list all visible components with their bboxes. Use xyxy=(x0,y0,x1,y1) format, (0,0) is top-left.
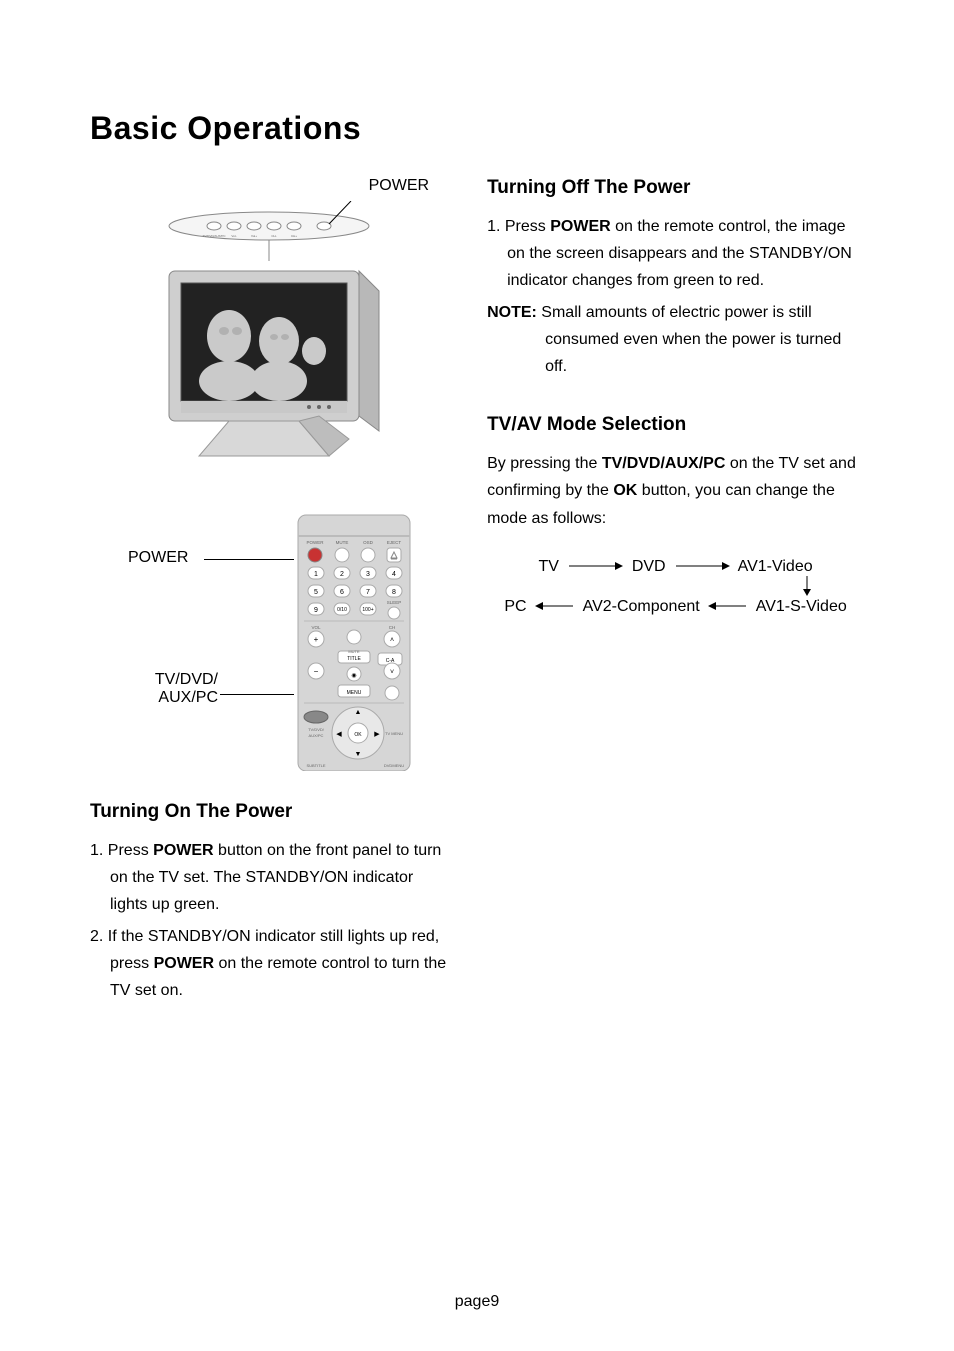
svg-text:−: − xyxy=(314,667,319,676)
arrow-left-icon xyxy=(708,601,748,611)
note-paragraph: NOTE: Small amounts of electric power is… xyxy=(487,299,864,381)
item-text: Press xyxy=(108,842,153,859)
svg-text:MUTE: MUTE xyxy=(336,540,349,545)
svg-text:6: 6 xyxy=(340,589,344,596)
remote-figure: POWER TV/DVD/ AUX/PC POWER MUTE OSD EJEC… xyxy=(90,511,447,771)
svg-text:100+: 100+ xyxy=(362,607,373,613)
callout-text: AUX/PC xyxy=(158,689,218,706)
bold-keyword: POWER xyxy=(153,842,213,859)
svg-text:MENU: MENU xyxy=(347,690,362,696)
svg-text:TITLE: TITLE xyxy=(347,656,361,662)
svg-text:OSD: OSD xyxy=(363,540,374,545)
cycle-node: AV1-Video xyxy=(738,558,813,575)
bold-keyword: OK xyxy=(613,482,637,499)
svg-text:4: 4 xyxy=(392,571,396,578)
turn-off-list: 1. Press POWER on the remote control, th… xyxy=(487,213,864,295)
svg-text:MUTE: MUTE xyxy=(348,649,360,654)
svg-text:7: 7 xyxy=(366,589,370,596)
item-number: 1. xyxy=(487,218,500,235)
svg-text:3: 3 xyxy=(366,571,370,578)
cycle-row-top: TV DVD AV1-Video xyxy=(487,558,864,576)
svg-text:OK: OK xyxy=(354,732,362,738)
svg-text:TV/DVD/AUX/PC: TV/DVD/AUX/PC xyxy=(202,234,226,238)
cycle-node: TV xyxy=(538,558,558,575)
svg-text:EJECT: EJECT xyxy=(387,540,402,545)
cycle-node: PC xyxy=(504,598,526,615)
svg-text:CH-: CH- xyxy=(271,234,276,238)
svg-text:CH+: CH+ xyxy=(290,234,296,238)
svg-text:SUBTITLE: SUBTITLE xyxy=(306,763,325,768)
svg-text:▶: ▶ xyxy=(374,731,380,738)
bold-keyword: POWER xyxy=(154,955,214,972)
svg-text:5: 5 xyxy=(314,589,318,596)
list-item: 1. Press POWER button on the front panel… xyxy=(90,837,447,919)
svg-text:Vol-: Vol- xyxy=(231,234,236,238)
svg-text:8: 8 xyxy=(392,589,396,596)
svg-text:0/10: 0/10 xyxy=(337,607,347,613)
svg-text:▲: ▲ xyxy=(355,709,362,716)
svg-text:◉: ◉ xyxy=(351,673,356,679)
tv-illustration: TV/DVD/AUX/PC Vol- Vol+ CH- CH+ xyxy=(119,201,419,471)
svg-text:˅: ˅ xyxy=(390,669,394,676)
svg-text:AUX/PC: AUX/PC xyxy=(309,733,324,738)
power-callout-top: POWER xyxy=(90,177,447,195)
svg-text:TV/DVD/: TV/DVD/ xyxy=(308,727,325,732)
arrow-right-icon xyxy=(567,561,623,571)
svg-text:▼: ▼ xyxy=(355,751,362,758)
callout-line xyxy=(204,559,294,560)
svg-text:TV MENU: TV MENU xyxy=(385,731,403,736)
section-heading-mode: TV/AV Mode Selection xyxy=(487,414,864,436)
section-heading-turn-off: Turning Off The Power xyxy=(487,177,864,199)
svg-text:1: 1 xyxy=(314,571,318,578)
list-item: 1. Press POWER on the remote control, th… xyxy=(487,213,864,295)
arrow-down-icon xyxy=(802,576,812,596)
remote-mode-callout: TV/DVD/ AUX/PC xyxy=(128,671,218,707)
note-text: Small amounts of electric power is still… xyxy=(537,304,841,375)
page-title: Basic Operations xyxy=(90,110,864,147)
section-heading-turn-on: Turning On The Power xyxy=(90,801,447,823)
mode-intro: By pressing the TV/DVD/AUX/PC on the TV … xyxy=(487,450,864,532)
svg-text:SLEEP: SLEEP xyxy=(387,600,402,605)
svg-text:DVDMENU: DVDMENU xyxy=(384,763,404,768)
list-item: 2. If the STANDBY/ON indicator still lig… xyxy=(90,923,447,1005)
turn-on-list: 1. Press POWER button on the front panel… xyxy=(90,837,447,1004)
bold-keyword: TV/DVD/AUX/PC xyxy=(602,455,726,472)
item-number: 1. xyxy=(90,842,103,859)
cycle-node: AV2-Component xyxy=(583,598,700,615)
item-text: Press xyxy=(505,218,550,235)
svg-text:9: 9 xyxy=(314,607,318,614)
svg-text:+: + xyxy=(314,635,319,644)
intro-text: By pressing the xyxy=(487,455,602,472)
note-label: NOTE: xyxy=(487,304,537,321)
page-number: page9 xyxy=(0,1293,954,1311)
bold-keyword: POWER xyxy=(550,218,610,235)
tv-figure: POWER TV/DVD/AUX/PC Vol- Vol+ CH- CH+ xyxy=(90,177,447,471)
svg-text:2: 2 xyxy=(340,571,344,578)
svg-text:VOL: VOL xyxy=(311,625,321,630)
svg-text:CH: CH xyxy=(389,625,396,630)
cycle-row-bottom: PC AV2-Component AV1-S-Video xyxy=(487,598,864,616)
item-number: 2. xyxy=(90,928,103,945)
callout-text: TV/DVD/ xyxy=(155,671,218,688)
svg-text:POWER: POWER xyxy=(306,540,324,545)
cycle-node: DVD xyxy=(632,558,666,575)
svg-text:˄: ˄ xyxy=(390,637,394,644)
cycle-arrow-down xyxy=(487,576,864,598)
arrow-right-icon xyxy=(674,561,730,571)
svg-text:Vol+: Vol+ xyxy=(251,234,257,238)
mode-cycle-diagram: TV DVD AV1-Video PC AV2-Component AV1-S-… xyxy=(487,558,864,616)
callout-line xyxy=(220,694,294,695)
svg-text:◀: ◀ xyxy=(336,731,342,738)
cycle-node: AV1-S-Video xyxy=(756,598,847,615)
arrow-left-icon xyxy=(535,601,575,611)
remote-illustration: POWER MUTE OSD EJECT 1 2 3 4 xyxy=(294,511,414,771)
remote-power-callout: POWER xyxy=(128,549,188,567)
